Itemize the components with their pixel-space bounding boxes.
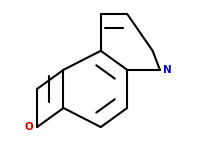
Text: O: O [25,122,33,132]
Text: N: N [164,65,172,75]
